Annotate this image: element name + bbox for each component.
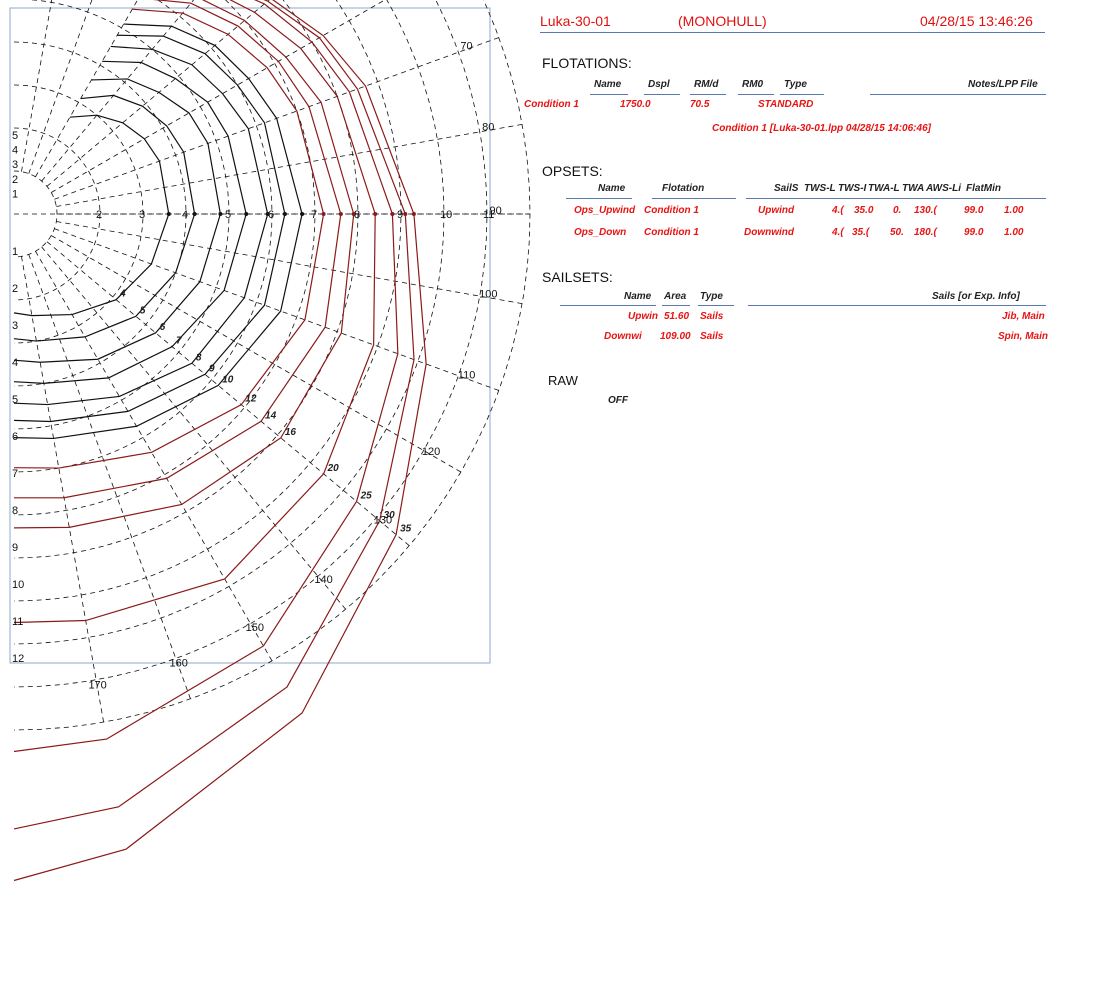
curve-marker — [338, 212, 343, 216]
tws-label: 14 — [265, 410, 277, 421]
beam-speed-label: 3 — [139, 209, 145, 221]
angle-tick-label: 80 — [482, 121, 494, 133]
angle-tick-label: 70 — [460, 40, 472, 52]
beam-speed-label: 5 — [225, 209, 231, 221]
polar-curve-4 — [13, 114, 170, 317]
angle-tick-label: 100 — [479, 289, 497, 301]
curve-marker — [351, 212, 356, 216]
grid-spoke — [51, 0, 386, 193]
polar-curve-35 — [13, 0, 427, 882]
tws-label: 25 — [360, 490, 373, 501]
angle-tick-label: 110 — [458, 370, 476, 382]
tws-label: 35 — [400, 524, 412, 535]
curve-marker — [218, 212, 223, 216]
tws-label: 10 — [222, 374, 234, 385]
grid-spoke — [51, 235, 462, 473]
speed-tick-label: 5 — [12, 130, 18, 142]
tws-label: 12 — [245, 394, 257, 405]
tws-label: 30 — [384, 510, 396, 521]
speed-tick-label: 6 — [12, 431, 18, 443]
angle-tick-label: 170 — [88, 679, 106, 691]
tws-label: 7 — [176, 336, 182, 347]
beam-speed-label: 9 — [397, 209, 403, 221]
speed-tick-label: 2 — [12, 283, 18, 295]
curve-marker — [282, 212, 287, 216]
beam-speed-label: 11 — [483, 209, 494, 221]
grid-spoke — [46, 0, 270, 187]
beam-speed-label: 10 — [440, 209, 452, 221]
speed-tick-label: 4 — [12, 145, 18, 157]
grid-spoke — [46, 241, 410, 546]
grid-ring — [13, 0, 531, 731]
beam-speed-label: 2 — [96, 209, 102, 221]
curve-marker — [411, 212, 416, 216]
angle-tick-label: 140 — [314, 574, 332, 586]
speed-tick-label: 7 — [12, 468, 18, 480]
curve-marker — [403, 212, 408, 216]
grid-spoke — [21, 256, 104, 723]
curve-marker — [321, 212, 326, 216]
curve-marker — [265, 212, 270, 216]
beam-speed-label: 7 — [311, 209, 317, 221]
tws-label: 16 — [285, 427, 297, 438]
chart-frame — [9, 7, 491, 664]
polar-curve-16 — [13, 0, 355, 529]
speed-tick-label: 11 — [12, 616, 23, 628]
angle-tick-label: 120 — [422, 446, 440, 458]
speed-tick-label: 3 — [12, 320, 18, 332]
grid-spoke — [35, 251, 273, 662]
polar-curve-7 — [13, 60, 247, 384]
grid-spoke — [41, 246, 346, 610]
grid-spoke — [56, 221, 523, 304]
speed-tick-label: 2 — [12, 174, 18, 186]
tws-label: 6 — [160, 322, 166, 333]
speed-tick-label: 3 — [12, 159, 18, 171]
angle-tick-label: 130 — [374, 515, 392, 527]
grid-spoke — [28, 254, 191, 700]
tws-label: 9 — [209, 363, 215, 374]
beam-speed-label: 4 — [182, 209, 188, 221]
angle-tick-label: 90 — [489, 205, 501, 217]
grid-ring — [13, 0, 445, 645]
curve-marker — [166, 212, 171, 216]
grid-spoke — [54, 228, 500, 391]
grid-spoke — [41, 0, 195, 182]
beam-speed-label: 6 — [268, 209, 274, 221]
speed-tick-label: 9 — [12, 542, 18, 554]
grid-ring — [13, 0, 273, 473]
speed-tick-label: 1 — [12, 246, 18, 258]
speed-tick-label: 4 — [12, 357, 18, 369]
polar-curve-10 — [13, 23, 303, 440]
grid-ring — [13, 0, 230, 430]
beam-speed-label: 8 — [354, 209, 360, 221]
curve-marker — [244, 212, 249, 216]
grid-spoke — [21, 0, 53, 172]
tws-label: 4 — [119, 289, 126, 300]
speed-tick-label: 12 — [12, 653, 24, 665]
speed-tick-label: 5 — [12, 394, 18, 406]
grid-spoke — [35, 0, 139, 177]
curve-marker — [192, 212, 197, 216]
speed-tick-label: 10 — [12, 579, 24, 591]
polar-curve-30 — [13, 0, 415, 830]
tws-label: 5 — [140, 305, 146, 316]
angle-tick-label: 150 — [246, 622, 264, 634]
curve-marker — [300, 212, 305, 216]
speed-tick-label: 1 — [12, 188, 18, 200]
polar-curve-8 — [13, 45, 269, 406]
polar-curve-12 — [13, 8, 325, 469]
tws-label: 20 — [327, 463, 340, 474]
angle-tick-label: 160 — [170, 658, 188, 670]
curve-marker — [373, 212, 378, 216]
tws-label: 8 — [196, 352, 202, 363]
grid-ring — [13, 0, 402, 602]
speed-tick-label: 8 — [12, 505, 18, 517]
curve-marker — [390, 212, 395, 216]
